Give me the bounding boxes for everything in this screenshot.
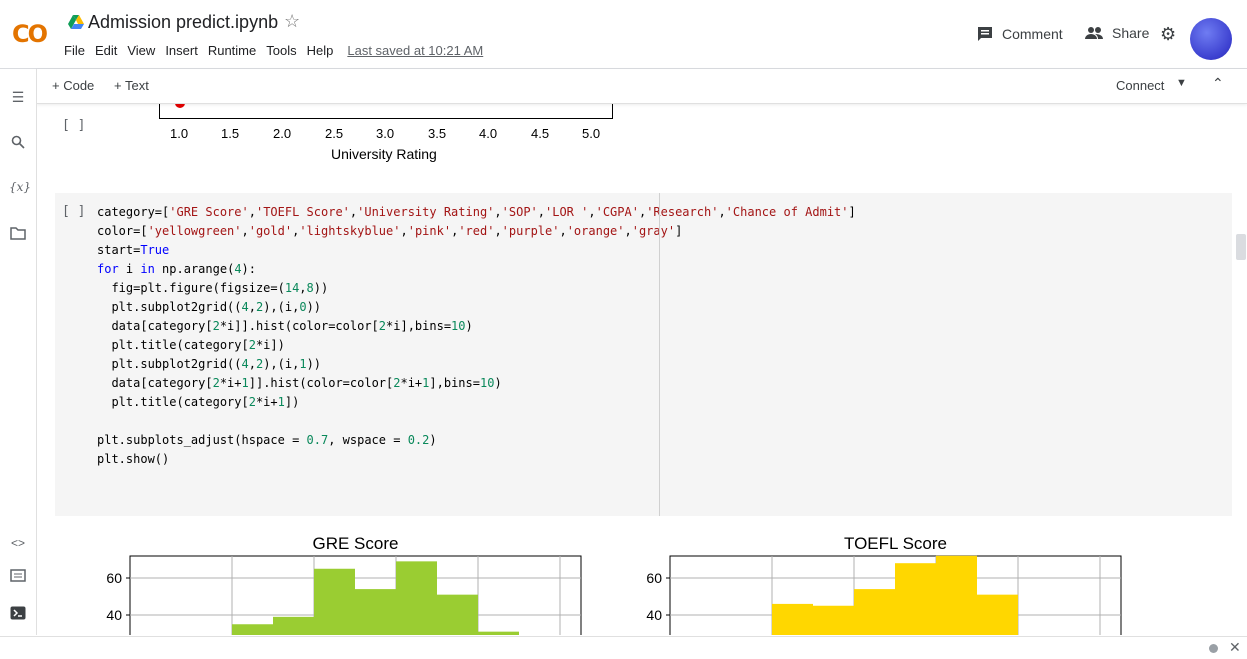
prev-plot-axes bbox=[159, 104, 613, 119]
status-dot-icon bbox=[1209, 644, 1218, 653]
code-cell[interactable]: [ ] category=['GRE Score','TOEFL Score',… bbox=[55, 193, 1232, 516]
x-tick-label: 1.0 bbox=[170, 126, 189, 141]
menu-tools[interactable]: Tools bbox=[266, 43, 297, 58]
run-cell-button[interactable]: [ ] bbox=[62, 204, 86, 219]
notebook-toolbar: + Code + Text Connect ▼ ⌃ bbox=[36, 69, 1247, 104]
code-line: color=['yellowgreen','gold','lightskyblu… bbox=[97, 224, 683, 238]
x-tick-label: 2.5 bbox=[325, 126, 344, 141]
x-tick-label: 3.0 bbox=[376, 126, 395, 141]
chart-title: GRE Score bbox=[313, 534, 399, 553]
y-tick-label: 60 bbox=[646, 570, 662, 586]
notebook-content: [ ] 1.0 1.5 2.0 2.5 3.0 3.5 4.0 4.5 5.0 … bbox=[37, 104, 1247, 635]
comment-label: Comment bbox=[1002, 26, 1063, 42]
histogram-bar bbox=[437, 594, 478, 635]
histogram-bar bbox=[314, 568, 355, 635]
menu-insert[interactable]: Insert bbox=[165, 43, 198, 58]
notebook-title[interactable]: Admission predict.ipynb bbox=[88, 12, 279, 32]
x-axis-label: University Rating bbox=[331, 146, 437, 162]
add-code-button[interactable]: + Code bbox=[52, 78, 95, 93]
terminal-icon[interactable] bbox=[9, 606, 27, 623]
star-icon[interactable]: ☆ bbox=[284, 11, 301, 31]
histogram-bar bbox=[396, 561, 437, 635]
prev-run-button[interactable]: [ ] bbox=[62, 118, 86, 133]
status-footer: ✕ bbox=[0, 636, 1247, 659]
close-icon[interactable]: ✕ bbox=[1229, 639, 1241, 655]
toefl-score-histogram: TOEFL Score 60 40 bbox=[646, 534, 1122, 635]
code-line: plt.title(category[2*i+1]) bbox=[97, 395, 300, 409]
share-label: Share bbox=[1112, 25, 1150, 41]
code-line: fig=plt.figure(figsize=(14,8)) bbox=[97, 281, 329, 295]
cell-ruler bbox=[659, 193, 660, 516]
histogram-bar bbox=[854, 589, 895, 635]
code-line: start=True bbox=[97, 243, 170, 257]
histogram-bar bbox=[273, 616, 314, 635]
folder-icon[interactable] bbox=[9, 227, 27, 243]
code-line: plt.subplot2grid((4,2),(i,0)) bbox=[97, 300, 322, 314]
histogram-bar bbox=[936, 555, 977, 635]
people-icon bbox=[1085, 27, 1103, 39]
add-text-button[interactable]: + Text bbox=[114, 78, 149, 93]
menu-view[interactable]: View bbox=[127, 43, 156, 58]
settings-gear-icon[interactable]: ⚙ bbox=[1160, 24, 1177, 44]
menu-edit[interactable]: Edit bbox=[94, 43, 118, 58]
gre-score-histogram: GRE Score 60 40 bbox=[106, 534, 582, 635]
y-tick-label: 40 bbox=[646, 607, 662, 623]
scatter-point bbox=[175, 104, 185, 108]
menu-runtime[interactable]: Runtime bbox=[207, 43, 257, 58]
code-editor[interactable]: category=['GRE Score','TOEFL Score','Uni… bbox=[97, 203, 856, 469]
code-line: category=['GRE Score','TOEFL Score','Uni… bbox=[97, 205, 856, 219]
variables-icon[interactable]: {x} bbox=[9, 180, 32, 194]
command-palette-icon[interactable] bbox=[9, 569, 27, 585]
chart-title: TOEFL Score bbox=[844, 534, 947, 553]
menu-bar: File Edit View Insert Runtime Tools Help… bbox=[64, 43, 483, 58]
code-line: data[category[2*i+1]].hist(color=color[2… bbox=[97, 376, 502, 390]
x-tick-label: 3.5 bbox=[428, 126, 447, 141]
comment-button[interactable]: Comment bbox=[976, 25, 1063, 43]
comment-icon bbox=[978, 27, 992, 41]
x-tick-label: 5.0 bbox=[582, 126, 601, 141]
menu-file[interactable]: File bbox=[64, 43, 85, 58]
x-tick-label: 4.5 bbox=[531, 126, 550, 141]
user-avatar[interactable] bbox=[1190, 18, 1232, 60]
histogram-bar bbox=[355, 589, 396, 635]
histogram-bar bbox=[977, 594, 1018, 635]
top-bar: CO Admission predict.ipynb ☆ File Edit V… bbox=[0, 0, 1247, 69]
connect-button[interactable]: Connect bbox=[1116, 78, 1165, 93]
left-sidebar: ☰ {x} <> bbox=[0, 69, 37, 635]
drive-icon[interactable] bbox=[68, 15, 84, 29]
histogram-bar bbox=[895, 563, 936, 635]
connect-dropdown-icon[interactable]: ▼ bbox=[1176, 77, 1187, 89]
histogram-bar bbox=[478, 631, 519, 635]
share-button[interactable]: Share bbox=[1084, 25, 1149, 41]
table-of-contents-icon[interactable]: ☰ bbox=[11, 89, 25, 105]
last-saved-link[interactable]: Last saved at 10:21 AM bbox=[347, 43, 484, 58]
x-tick-label: 4.0 bbox=[479, 126, 498, 141]
code-snippets-icon[interactable]: <> bbox=[10, 536, 25, 550]
code-line: plt.subplots_adjust(hspace = 0.7, wspace… bbox=[97, 433, 437, 447]
menu-help[interactable]: Help bbox=[306, 43, 334, 58]
histogram-bar bbox=[813, 605, 854, 635]
code-line: data[category[2*i]].hist(color=color[2*i… bbox=[97, 319, 473, 333]
y-tick-label: 60 bbox=[106, 570, 122, 586]
x-tick-label: 1.5 bbox=[221, 126, 240, 141]
search-icon[interactable] bbox=[9, 135, 27, 152]
code-line: for i in np.arange(4): bbox=[97, 262, 256, 276]
histogram-bar bbox=[232, 624, 273, 635]
x-tick-label: 2.0 bbox=[273, 126, 292, 141]
scrollbar-thumb[interactable] bbox=[1236, 234, 1246, 260]
collapse-header-icon[interactable]: ⌃ bbox=[1212, 75, 1224, 91]
colab-logo[interactable]: CO bbox=[12, 20, 48, 48]
histogram-bar bbox=[772, 603, 813, 635]
y-tick-label: 40 bbox=[106, 607, 122, 623]
code-line: plt.title(category[2*i]) bbox=[97, 338, 285, 352]
code-line: plt.subplot2grid((4,2),(i,1)) bbox=[97, 357, 322, 371]
code-line: plt.show() bbox=[97, 452, 170, 466]
